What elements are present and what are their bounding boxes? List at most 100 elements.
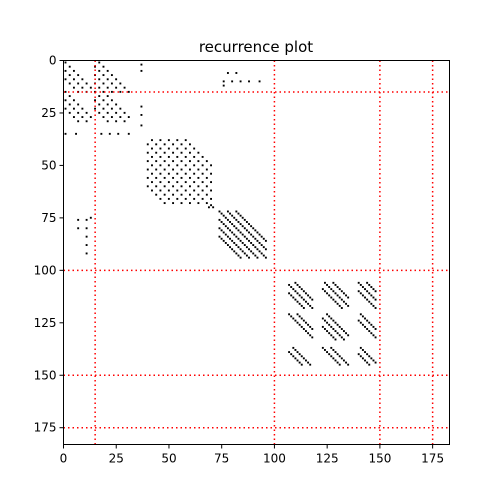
recurrence-point xyxy=(374,290,377,293)
recurrence-point xyxy=(159,172,162,175)
recurrence-point xyxy=(359,283,362,286)
recurrence-point xyxy=(345,361,347,364)
recurrence-point xyxy=(256,231,259,234)
recurrence-point xyxy=(374,328,377,330)
recurrence-point xyxy=(256,239,259,242)
recurrence-point xyxy=(370,302,373,305)
x-tick-label: 0 xyxy=(60,452,68,466)
recurrence-point xyxy=(155,143,158,146)
recurrence-point xyxy=(370,294,373,297)
recurrence-point xyxy=(64,99,67,102)
recurrence-point xyxy=(77,227,80,230)
recurrence-point xyxy=(167,197,170,200)
recurrence-point xyxy=(64,107,67,110)
recurrence-point xyxy=(222,80,225,83)
recurrence-point xyxy=(357,290,360,293)
recurrence-point xyxy=(321,317,324,320)
recurrence-point xyxy=(252,244,255,246)
recurrence-point xyxy=(294,298,297,301)
recurrence-point xyxy=(85,218,88,221)
recurrence-point xyxy=(342,300,345,303)
recurrence-point xyxy=(218,210,221,213)
recurrence-point xyxy=(117,132,120,135)
recurrence-point xyxy=(243,252,246,255)
recurrence-point xyxy=(172,143,175,146)
recurrence-point xyxy=(296,300,299,303)
recurrence-point xyxy=(140,105,143,108)
recurrence-point xyxy=(368,283,371,286)
recurrence-point xyxy=(330,288,333,291)
recurrence-point xyxy=(176,164,179,167)
recurrence-point xyxy=(324,349,326,351)
recurrence-point xyxy=(370,323,373,326)
recurrence-point xyxy=(332,281,335,284)
recurrence-point xyxy=(226,227,229,230)
recurrence-point xyxy=(241,216,244,219)
recurrence-point xyxy=(189,160,191,163)
recurrence-point xyxy=(374,298,377,301)
recurrence-point xyxy=(296,292,299,295)
recurrence-point xyxy=(311,307,314,309)
recurrence-point xyxy=(359,346,362,349)
recurrence-point xyxy=(296,283,299,286)
recurrence-point xyxy=(239,223,242,226)
recurrence-point xyxy=(239,214,242,217)
recurrence-point xyxy=(210,172,212,175)
recurrence-point xyxy=(151,181,153,184)
recurrence-point xyxy=(290,294,293,297)
recurrence-point xyxy=(184,197,187,200)
recurrence-point xyxy=(102,82,105,85)
recurrence-point xyxy=(159,139,162,142)
recurrence-point xyxy=(176,189,179,192)
recurrence-point xyxy=(264,248,267,251)
recurrence-point xyxy=(374,307,377,309)
x-tick-label: 75 xyxy=(214,452,229,466)
recurrence-point xyxy=(176,172,179,175)
recurrence-point xyxy=(332,336,335,339)
recurrence-point xyxy=(72,99,75,102)
recurrence-point xyxy=(235,227,238,230)
recurrence-point xyxy=(359,355,362,358)
recurrence-point xyxy=(262,246,265,249)
recurrence-point xyxy=(298,361,301,364)
recurrence-point xyxy=(110,74,113,77)
recurrence-point xyxy=(258,80,261,83)
recurrence-point xyxy=(298,286,301,288)
recurrence-point xyxy=(176,147,179,150)
recurrence-point xyxy=(241,242,244,244)
recurrence-point xyxy=(326,292,329,295)
recurrence-point xyxy=(72,107,75,110)
recurrence-point xyxy=(106,86,109,89)
recurrence-point xyxy=(307,294,310,297)
recurrence-point xyxy=(231,80,234,83)
recurrence-point xyxy=(146,143,149,146)
y-tick-label: 0 xyxy=(49,54,57,68)
recurrence-point xyxy=(332,290,335,293)
recurrence-point xyxy=(290,315,293,318)
recurrence-point xyxy=(167,155,170,158)
recurrence-point xyxy=(326,283,329,286)
recurrence-point xyxy=(231,214,234,217)
recurrence-point xyxy=(180,143,183,146)
recurrence-point xyxy=(201,164,204,167)
recurrence-point xyxy=(123,86,126,89)
recurrence-point xyxy=(336,294,339,297)
recurrence-point xyxy=(189,193,191,196)
recurrence-point xyxy=(163,168,166,171)
recurrence-point xyxy=(146,160,149,163)
recurrence-point xyxy=(324,290,326,293)
recurrence-point xyxy=(307,323,310,326)
recurrence-point xyxy=(309,304,312,307)
recurrence-point xyxy=(330,296,333,299)
recurrence-point xyxy=(309,325,312,328)
recurrence-point xyxy=(345,302,347,305)
recurrence-point xyxy=(364,296,366,299)
recurrence-point xyxy=(201,197,204,200)
recurrence-point xyxy=(254,254,257,257)
recurrence-point xyxy=(98,78,101,81)
recurrence-point xyxy=(298,315,301,318)
recurrence-point xyxy=(81,78,84,81)
recurrence-point xyxy=(288,313,291,316)
recurrence-point xyxy=(233,233,236,236)
